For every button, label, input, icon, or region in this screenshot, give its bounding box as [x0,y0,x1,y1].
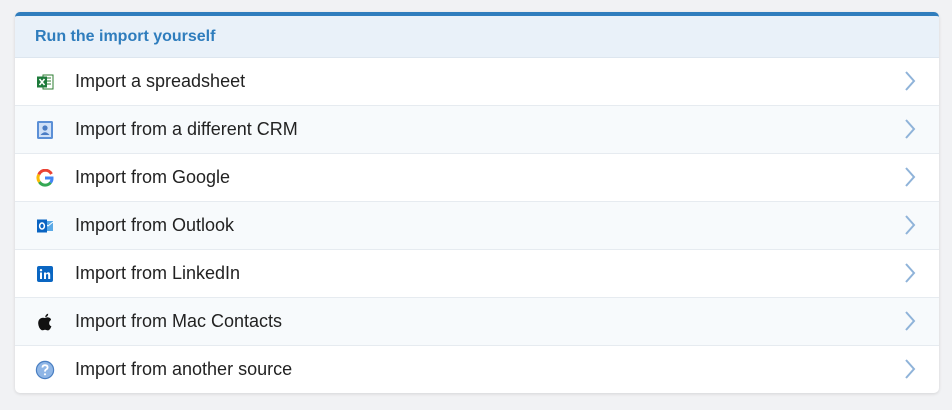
import-other-source-row[interactable]: Import from another source [15,346,939,393]
google-icon [35,168,55,188]
import-mac-contacts-row[interactable]: Import from Mac Contacts [15,298,939,346]
apple-icon [35,312,55,332]
question-icon [35,360,55,380]
excel-icon [35,72,55,92]
import-crm-label: Import from a different CRM [75,119,298,139]
import-linkedin-label: Import from LinkedIn [75,263,241,283]
import-crm-row[interactable]: Import from a different CRM [15,106,939,154]
import-mac-contacts-label: Import from Mac Contacts [75,311,283,331]
import-outlook-label: Import from Outlook [75,215,235,235]
import-outlook-row[interactable]: Import from Outlook [15,202,939,250]
import-spreadsheet-row[interactable]: Import a spreadsheet [15,58,939,106]
import-panel: Run the import yourself Import a spreads… [15,12,939,393]
import-spreadsheet-label: Import a spreadsheet [75,71,246,91]
chevron-right-icon [905,359,916,379]
import-linkedin-row[interactable]: Import from LinkedIn [15,250,939,298]
outlook-icon [35,216,55,236]
chevron-right-icon [905,119,916,139]
import-google-row[interactable]: Import from Google [15,154,939,202]
panel-title: Run the import yourself [15,16,939,58]
import-google-label: Import from Google [75,167,231,187]
linkedin-icon [35,264,55,284]
chevron-right-icon [905,71,916,91]
import-other-source-label: Import from another source [75,359,293,379]
contact-card-icon [35,120,55,140]
chevron-right-icon [905,263,916,283]
chevron-right-icon [905,215,916,235]
chevron-right-icon [905,167,916,187]
chevron-right-icon [905,311,916,331]
